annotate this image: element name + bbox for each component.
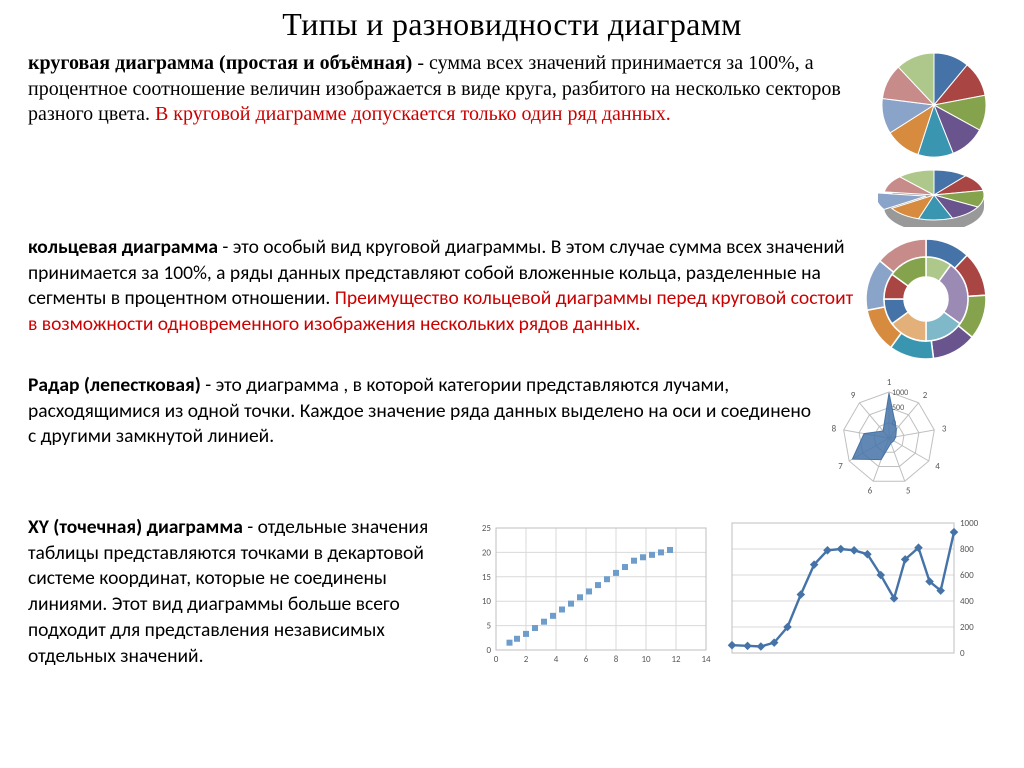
svg-text:7: 7: [838, 461, 843, 472]
svg-text:20: 20: [482, 547, 492, 558]
svg-text:8: 8: [614, 654, 619, 665]
scatter-chart: 0 5 10 15 20 25 0 2 4 6 8 10 12 14: [458, 520, 718, 670]
donut-term: кольцевая диаграмма: [28, 235, 218, 259]
pie-paragraph: круговая диаграмма (простая и объёмная) …: [28, 51, 872, 128]
svg-text:400: 400: [960, 596, 974, 607]
svg-text:15: 15: [482, 572, 492, 583]
section-radar: Радар (лепестковая) - это диаграмма , в …: [28, 373, 996, 505]
svg-text:1: 1: [887, 377, 892, 388]
radar-term: Радар (лепестковая): [28, 373, 201, 397]
svg-text:14: 14: [701, 654, 711, 665]
svg-text:600: 600: [960, 570, 974, 581]
donut-chart: [862, 235, 990, 363]
svg-text:10: 10: [482, 596, 492, 607]
svg-text:25: 25: [482, 523, 492, 534]
svg-text:5: 5: [906, 486, 911, 497]
svg-text:1000: 1000: [960, 518, 979, 529]
svg-text:2: 2: [923, 390, 928, 401]
radar-paragraph: Радар (лепестковая) - это диаграмма , в …: [28, 373, 818, 450]
svg-text:6: 6: [868, 486, 873, 497]
svg-text:0: 0: [486, 645, 491, 656]
xy-paragraph: XY (точечная) диаграмма - отдельные знач…: [28, 515, 448, 669]
svg-text:1000: 1000: [892, 388, 908, 398]
pie-chart-3d: [878, 155, 990, 227]
svg-text:8: 8: [832, 423, 837, 434]
pie-term: круговая диаграмма (простая и объёмная): [28, 52, 412, 74]
section-xy: XY (точечная) диаграмма - отдельные знач…: [28, 515, 996, 670]
svg-text:6: 6: [584, 654, 589, 665]
section-pie: круговая диаграмма (простая и объёмная) …: [28, 51, 996, 227]
svg-text:3: 3: [942, 423, 947, 434]
donut-paragraph: кольцевая диаграмма - это особый вид кру…: [28, 235, 856, 338]
svg-text:0: 0: [960, 648, 965, 659]
svg-text:0: 0: [494, 654, 499, 665]
svg-text:4: 4: [935, 461, 940, 472]
svg-text:12: 12: [671, 654, 681, 665]
page-title: Типы и разновидности диаграмм: [28, 6, 996, 43]
svg-text:800: 800: [960, 544, 974, 555]
svg-text:9: 9: [851, 390, 856, 401]
svg-text:4: 4: [554, 654, 559, 665]
svg-text:200: 200: [960, 622, 974, 633]
svg-text:10: 10: [641, 654, 651, 665]
line-chart: 0 200 400 600 800 1000: [724, 515, 994, 670]
pie-red-text: В круговой диаграмме допускается только …: [155, 103, 671, 125]
svg-text:2: 2: [524, 654, 529, 665]
pie-chart-flat: [878, 51, 990, 159]
svg-text:500: 500: [892, 403, 904, 413]
xy-term: XY (точечная) диаграмма: [28, 515, 243, 539]
svg-text:5: 5: [486, 621, 491, 632]
section-donut: кольцевая диаграмма - это особый вид кру…: [28, 235, 996, 363]
radar-chart: 12345678910005000: [824, 373, 964, 505]
